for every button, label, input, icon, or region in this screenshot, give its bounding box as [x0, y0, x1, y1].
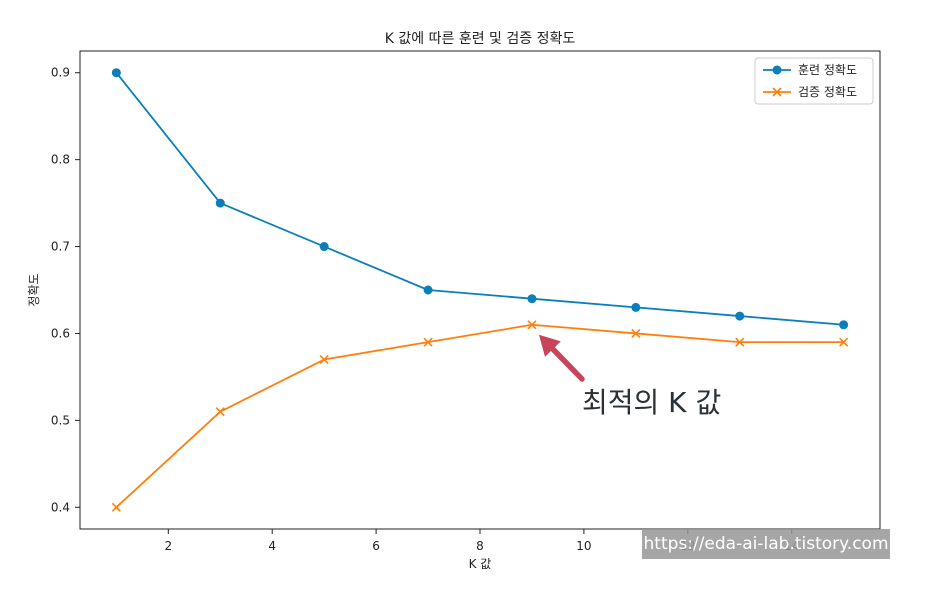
y-tick-label: 0.4 [51, 500, 70, 514]
y-axis: 0.4 0.5 0.6 0.7 0.8 0.9 [51, 66, 80, 514]
data-point [839, 337, 849, 347]
annotation: 최적의 K 값 [538, 334, 721, 419]
plot-area [79, 50, 881, 530]
y-tick-label: 0.7 [51, 240, 70, 254]
data-point [423, 285, 433, 295]
data-point [215, 198, 225, 208]
data-point [111, 502, 121, 512]
x-tick-label: 2 [164, 539, 172, 553]
x-tick-label: 4 [268, 539, 276, 553]
y-tick-label: 0.5 [51, 413, 70, 427]
legend-marker [772, 87, 782, 97]
chart-title: K 값에 따른 훈련 및 검증 정확도 [385, 31, 576, 47]
series-line-1 [115, 72, 844, 326]
annotation-arrow-shaft [550, 346, 585, 382]
annotation-label: 최적의 K 값 [582, 386, 721, 419]
data-point [631, 328, 641, 339]
data-point [735, 337, 745, 347]
data-point [111, 68, 121, 78]
y-tick-label: 0.9 [51, 66, 70, 80]
y-tick-label: 0.6 [51, 326, 70, 340]
x-tick-label: 8 [476, 539, 484, 553]
data-point [527, 320, 537, 330]
data-point [631, 302, 641, 312]
x-axis-label: K 값 [469, 557, 492, 571]
x-tick-label: 10 [576, 539, 591, 553]
data-point [839, 320, 849, 330]
data-point [319, 354, 329, 365]
legend-label-1: 훈련 정확도 [798, 63, 857, 77]
series-layer [111, 68, 849, 512]
data-point [735, 311, 745, 321]
data-point [527, 294, 537, 304]
data-point [423, 337, 433, 347]
y-tick-label: 0.8 [51, 153, 70, 167]
legend-label-2: 검증 정확도 [798, 85, 857, 99]
watermark: https://eda-ai-lab.tistory.com [642, 529, 890, 559]
annotation-arrow-head [538, 334, 561, 357]
legend-marker [772, 65, 782, 75]
x-tick-label: 6 [372, 539, 380, 553]
data-point [319, 242, 329, 252]
data-point [215, 407, 225, 417]
y-axis-label: 정확도 [27, 273, 41, 306]
series-line-2 [115, 323, 844, 508]
